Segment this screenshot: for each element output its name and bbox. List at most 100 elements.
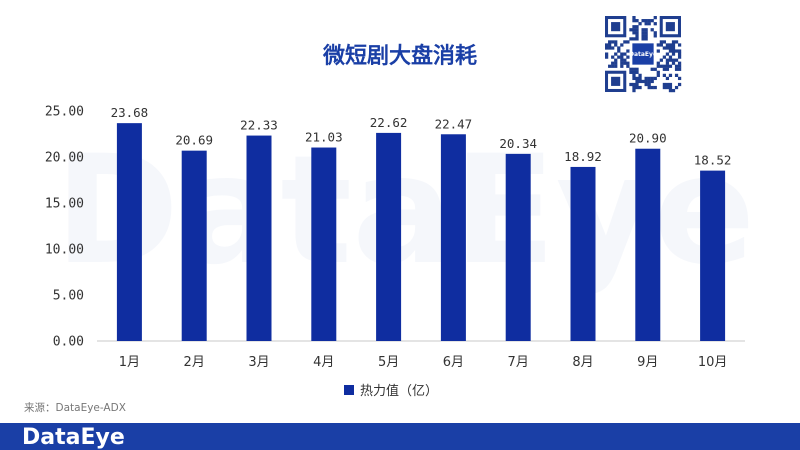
qr-finder-core bbox=[665, 22, 675, 32]
qr-module bbox=[677, 43, 682, 47]
qr-module bbox=[632, 70, 636, 74]
qr-module bbox=[653, 16, 657, 20]
qr-module bbox=[611, 55, 615, 59]
qr-module bbox=[638, 73, 642, 77]
qr-module bbox=[623, 58, 627, 62]
qr-module bbox=[638, 85, 642, 90]
qr-module bbox=[644, 22, 648, 26]
bar bbox=[311, 147, 337, 341]
data-label: 18.52 bbox=[694, 153, 732, 168]
legend-label: 热力值（亿） bbox=[360, 383, 438, 399]
bar bbox=[570, 166, 596, 341]
qr-module bbox=[647, 22, 651, 26]
qr-module bbox=[632, 25, 636, 29]
qr-module bbox=[677, 82, 682, 87]
qr-module bbox=[614, 58, 618, 62]
data-label: 22.62 bbox=[370, 115, 408, 130]
qr-module bbox=[632, 37, 636, 41]
x-tick-label: 2月 bbox=[184, 355, 205, 370]
qr-module bbox=[638, 79, 642, 84]
x-tick-label: 7月 bbox=[508, 355, 529, 370]
qr-module bbox=[677, 67, 682, 71]
chart-title: 微短剧大盘消耗 bbox=[322, 43, 477, 69]
qr-module bbox=[632, 85, 636, 90]
qr-module bbox=[677, 55, 682, 59]
qr-module bbox=[635, 34, 639, 38]
qr-module bbox=[677, 49, 682, 53]
qr-module bbox=[662, 46, 666, 50]
qr-module bbox=[644, 82, 648, 87]
qr-module bbox=[626, 49, 630, 53]
qr-module bbox=[614, 52, 618, 56]
y-tick-label: 10.00 bbox=[45, 243, 84, 258]
qr-module bbox=[662, 55, 666, 59]
qr-module bbox=[635, 79, 639, 84]
footer-bar bbox=[0, 423, 800, 450]
qr-module bbox=[644, 37, 648, 41]
bar bbox=[440, 134, 466, 341]
qr-module bbox=[644, 76, 648, 81]
x-tick-label: 4月 bbox=[313, 355, 334, 370]
qr-module bbox=[662, 82, 666, 87]
qr-module bbox=[641, 19, 645, 23]
qr-module bbox=[668, 82, 673, 87]
y-tick-label: 20.00 bbox=[45, 151, 84, 166]
qr-module bbox=[635, 28, 639, 32]
qr-module bbox=[641, 79, 645, 84]
qr-module bbox=[608, 40, 612, 44]
qr-module bbox=[632, 76, 636, 81]
qr-module bbox=[632, 73, 636, 77]
qr-module bbox=[659, 40, 663, 44]
qr-module bbox=[671, 40, 676, 44]
qr-module bbox=[605, 46, 609, 50]
qr-module bbox=[656, 61, 660, 65]
qr-module bbox=[644, 28, 648, 32]
qr-module bbox=[629, 37, 633, 41]
y-tick-label: 0.00 bbox=[53, 335, 84, 350]
qr-module bbox=[626, 61, 630, 65]
qr-module bbox=[653, 85, 657, 90]
qr-module bbox=[614, 61, 618, 65]
qr-module bbox=[656, 64, 660, 68]
qr-module bbox=[635, 85, 639, 90]
qr-module bbox=[620, 52, 624, 56]
data-label: 20.69 bbox=[175, 133, 213, 148]
qr-module bbox=[665, 43, 670, 47]
qr-module bbox=[665, 52, 670, 56]
qr-module bbox=[608, 64, 612, 68]
x-tick-label: 5月 bbox=[378, 355, 399, 370]
qr-module bbox=[662, 40, 666, 44]
qr-module bbox=[641, 28, 645, 32]
qr-module bbox=[632, 82, 636, 87]
qr-module bbox=[668, 64, 673, 68]
qr-module bbox=[650, 28, 654, 32]
qr-module bbox=[611, 64, 615, 68]
qr-module bbox=[605, 43, 609, 47]
y-tick-label: 5.00 bbox=[53, 289, 84, 304]
qr-module bbox=[668, 46, 673, 50]
qr-module bbox=[647, 82, 651, 87]
bar bbox=[376, 132, 402, 341]
qr-module bbox=[674, 64, 679, 68]
source-note: 来源：DataEye-ADX bbox=[24, 401, 126, 414]
bars bbox=[116, 123, 726, 341]
qr-module bbox=[620, 61, 624, 65]
qr-module bbox=[662, 67, 666, 71]
qr-module bbox=[665, 64, 670, 68]
qr-module bbox=[635, 19, 639, 23]
qr-module bbox=[614, 64, 618, 68]
qr-module bbox=[635, 70, 639, 74]
qr-module bbox=[635, 25, 639, 29]
qr-module bbox=[644, 19, 648, 23]
x-tick-label: 6月 bbox=[443, 355, 464, 370]
qr-module bbox=[662, 64, 666, 68]
qr-module bbox=[668, 88, 673, 93]
qr-module bbox=[632, 16, 636, 20]
y-axis: 0.00 5.00 10.00 15.00 20.00 25.00 bbox=[45, 105, 84, 350]
qr-module bbox=[650, 76, 654, 81]
qr-module bbox=[671, 88, 676, 93]
qr-module bbox=[614, 40, 618, 44]
x-tick-label: 8月 bbox=[572, 355, 593, 370]
bar bbox=[181, 150, 207, 341]
qr-logo bbox=[632, 43, 654, 65]
